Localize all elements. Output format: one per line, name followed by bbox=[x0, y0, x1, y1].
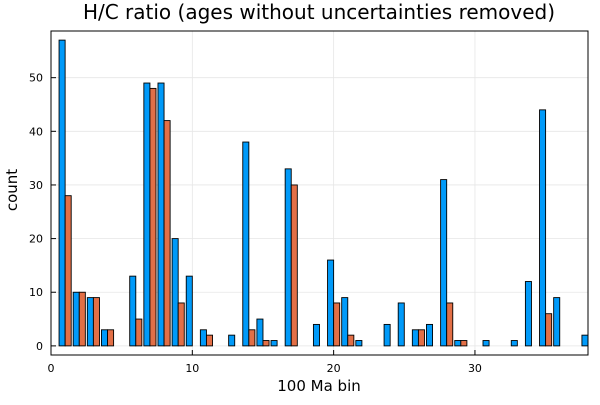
x-tick-label: 30 bbox=[468, 362, 482, 375]
bar-series-1 bbox=[482, 340, 490, 347]
bar-series-1 bbox=[581, 334, 589, 347]
bar-series-1 bbox=[270, 340, 278, 347]
bar-series-1 bbox=[440, 179, 448, 347]
x-axis-label: 100 Ma bin bbox=[277, 377, 361, 395]
bar-series-2 bbox=[135, 318, 143, 347]
bar-series-1 bbox=[157, 82, 165, 347]
bar-series-1 bbox=[312, 323, 320, 347]
bar-series-2 bbox=[290, 184, 298, 347]
bar-series-2 bbox=[347, 334, 355, 347]
chart-title: H/C ratio (ages without uncertainties re… bbox=[83, 0, 555, 24]
bar-series-2 bbox=[205, 334, 213, 347]
x-tick-label: 10 bbox=[185, 362, 199, 375]
y-tick-label: 30 bbox=[29, 179, 43, 192]
bar-series-2 bbox=[545, 313, 553, 347]
bar-series-2 bbox=[460, 340, 468, 347]
bar-series-2 bbox=[177, 302, 185, 347]
y-tick-label: 20 bbox=[29, 233, 43, 246]
bar-series-1 bbox=[327, 259, 335, 347]
bar-series-1 bbox=[171, 238, 179, 347]
bar-series-1 bbox=[355, 340, 363, 347]
bar-series-2 bbox=[333, 302, 341, 347]
ticks-layer: 0 10 20 30 0 10 20 30 40 50 bbox=[29, 72, 482, 375]
bar-series-2 bbox=[78, 291, 86, 347]
y-tick-label: 0 bbox=[36, 340, 43, 353]
bars-layer bbox=[58, 39, 589, 347]
bar-series-1 bbox=[199, 329, 207, 347]
bar-series-1 bbox=[72, 291, 80, 347]
y-axis-label: count bbox=[3, 169, 21, 211]
bar-series-1 bbox=[143, 82, 151, 347]
bar-series-1 bbox=[383, 323, 391, 347]
y-tick-label: 10 bbox=[29, 286, 43, 299]
bar-series-1 bbox=[58, 39, 66, 347]
bar-series-2 bbox=[163, 120, 171, 347]
y-tick-label: 40 bbox=[29, 125, 43, 138]
bar-series-1 bbox=[524, 281, 532, 347]
bar-series-2 bbox=[92, 297, 100, 347]
bar-series-2 bbox=[149, 87, 157, 347]
bar-series-1 bbox=[242, 141, 250, 347]
x-tick-label: 0 bbox=[48, 362, 55, 375]
x-tick-label: 20 bbox=[327, 362, 341, 375]
bar-series-2 bbox=[107, 329, 115, 347]
bar-series-2 bbox=[262, 340, 270, 347]
bar-series-1 bbox=[411, 329, 419, 347]
bar-series-1 bbox=[341, 297, 349, 347]
bar-series-1 bbox=[228, 334, 236, 347]
bar-series-2 bbox=[64, 195, 72, 347]
bar-series-2 bbox=[248, 329, 256, 347]
y-tick-label: 50 bbox=[29, 72, 43, 85]
bar-series-2 bbox=[417, 329, 425, 347]
bar-series-1 bbox=[100, 329, 108, 347]
bar-series-1 bbox=[256, 318, 264, 347]
bar-series-1 bbox=[454, 340, 462, 347]
bar-series-1 bbox=[284, 168, 292, 347]
bar-series-1 bbox=[129, 275, 137, 347]
bar-series-1 bbox=[185, 275, 193, 347]
bar-series-1 bbox=[426, 323, 434, 347]
bar-series-1 bbox=[553, 297, 561, 347]
bar-series-1 bbox=[510, 340, 518, 347]
bar-series-1 bbox=[539, 109, 547, 347]
bar-series-1 bbox=[397, 302, 405, 347]
bar-series-2 bbox=[446, 302, 454, 347]
plot-frame bbox=[50, 30, 589, 356]
bar-series-1 bbox=[86, 297, 94, 347]
